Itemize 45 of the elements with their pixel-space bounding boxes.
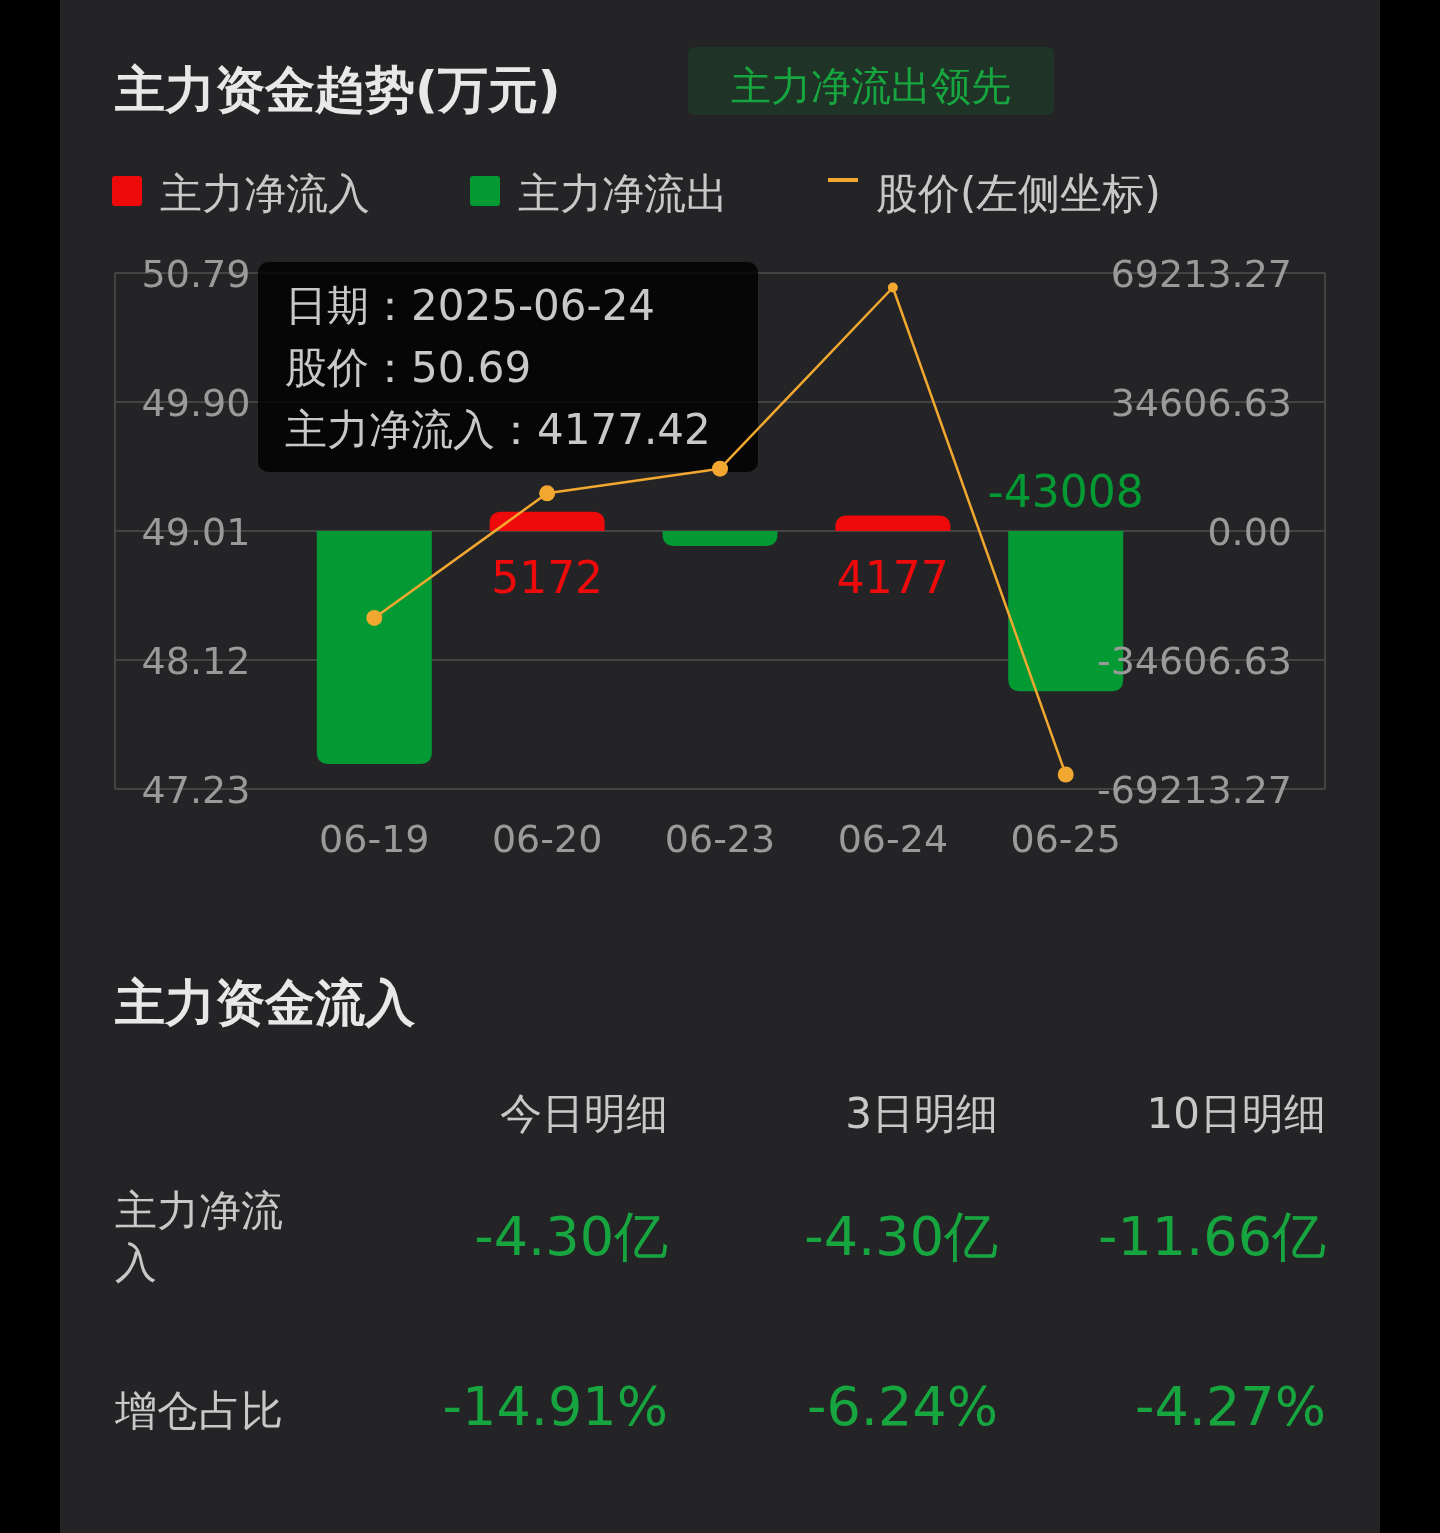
legend-label: 主力净流入 bbox=[160, 169, 370, 218]
annotation: 主力净流入：4177.42 bbox=[285, 405, 711, 454]
text: -14.91% bbox=[442, 1375, 668, 1438]
y-tick-label: 47.23 bbox=[141, 768, 251, 812]
y2-tick-label: -69213.27 bbox=[1096, 768, 1292, 812]
y2-tick-label: 34606.63 bbox=[1110, 381, 1292, 425]
text: -4.30亿 bbox=[804, 1205, 998, 1268]
y-tick-label: 49.01 bbox=[141, 510, 251, 554]
point bbox=[366, 609, 383, 626]
data-label: 5172 bbox=[491, 552, 604, 603]
x-tick-label: 06-20 bbox=[491, 817, 603, 861]
bar bbox=[662, 531, 778, 546]
data-label: -43008 bbox=[987, 466, 1144, 517]
category-label: 10日明细 bbox=[1146, 1089, 1326, 1138]
y2-tick-label: 0.00 bbox=[1207, 510, 1292, 554]
point bbox=[712, 460, 728, 477]
category-label: 今日明细 bbox=[500, 1089, 668, 1138]
annotation: 股价：50.69 bbox=[285, 343, 532, 392]
x-tick-label: 06-19 bbox=[319, 817, 430, 861]
text: -4.27% bbox=[1134, 1375, 1326, 1438]
y-tick-label: 48.12 bbox=[141, 639, 251, 683]
text: -11.66亿 bbox=[1097, 1205, 1326, 1268]
point bbox=[1057, 766, 1074, 783]
category-label: 3日明细 bbox=[845, 1089, 998, 1138]
text: 主力资金流入 bbox=[114, 974, 416, 1032]
x-tick-label: 06-23 bbox=[664, 817, 776, 861]
legend-label: 股价(左侧坐标) bbox=[876, 169, 1161, 218]
chart-title: 主力资金趋势(万元) bbox=[114, 61, 561, 119]
category-label: 主力净流入 bbox=[115, 1186, 283, 1287]
chart-subtitle: 主力净流出领先 bbox=[731, 63, 1011, 109]
category-label: 增仓占比 bbox=[115, 1386, 283, 1435]
x-tick-label: 06-24 bbox=[837, 817, 949, 861]
y-tick-label: 50.79 bbox=[141, 252, 251, 296]
y2-tick-label: 69213.27 bbox=[1110, 252, 1292, 296]
y-tick-label: 49.90 bbox=[141, 381, 251, 425]
x-tick-label: 06-25 bbox=[1010, 817, 1121, 861]
annotation: 日期：2025-06-24 bbox=[285, 281, 656, 330]
text: -4.30亿 bbox=[474, 1205, 668, 1268]
text: -6.24% bbox=[806, 1375, 998, 1438]
bar bbox=[316, 531, 432, 764]
bar bbox=[835, 515, 951, 531]
legend-label: 主力净流出 bbox=[518, 169, 728, 218]
point bbox=[539, 485, 556, 502]
data-label: 4177 bbox=[836, 552, 949, 603]
bar bbox=[489, 511, 605, 531]
